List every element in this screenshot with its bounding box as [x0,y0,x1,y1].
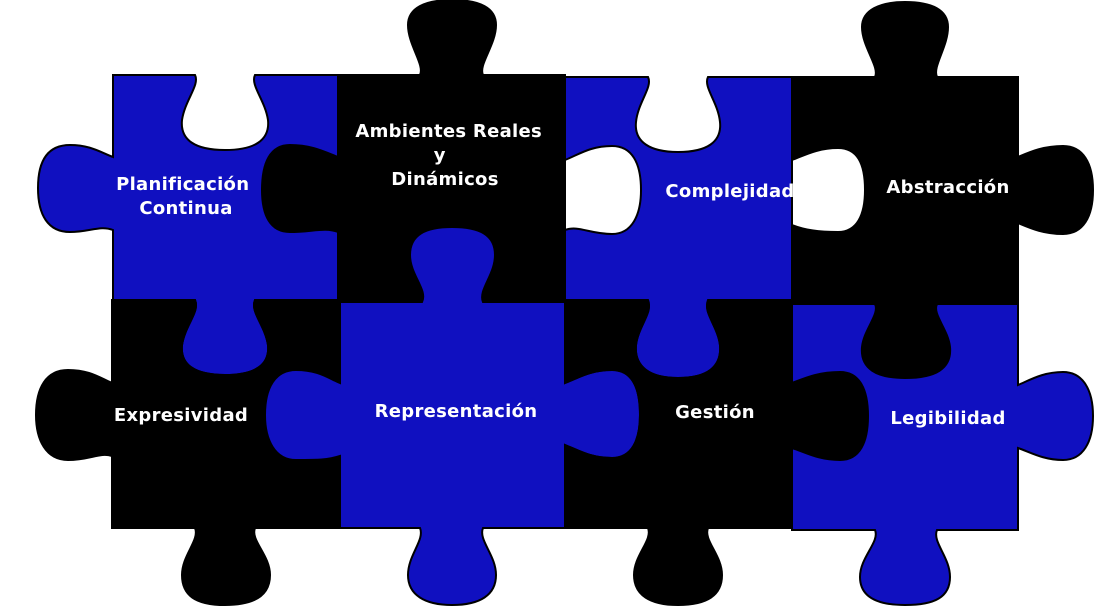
piece-label-planificacion-1: Planificación [116,174,249,195]
piece-shape-abstraccion [791,0,1095,380]
svg-text:Representación: Representación [375,401,538,422]
piece-label-legibilidad: Legibilidad [890,408,1005,429]
svg-text:Planificación Continua: Planificación Continua [116,174,256,219]
piece-shape-expresividad [34,299,341,606]
svg-text:Legibilidad: Legibilidad [890,408,1005,429]
svg-text:Expresividad: Expresividad [114,405,248,426]
svg-text:Gestión: Gestión [675,402,755,423]
puzzle-piece-ambientes: Ambientes Reales y Dinámicos [260,0,566,301]
piece-label-ambientes-1: Ambientes Reales [355,121,542,142]
piece-label-ambientes-2: y [434,145,446,166]
piece-label-representacion: Representación [375,401,538,422]
svg-text:Ambientes Reales y: Ambientes Reales y Dinámicos [355,121,548,190]
piece-label-complejidad: Complejidad [665,181,794,202]
svg-text:Complejidad: Complejidad [665,181,794,202]
puzzle-piece-representacion: Representación [263,225,642,606]
piece-label-ambientes-3: Dinámicos [391,169,498,190]
piece-label-gestion: Gestión [675,402,755,423]
piece-label-expresividad: Expresividad [114,405,248,426]
puzzle-piece-abstraccion: Abstracción [791,0,1095,380]
svg-text:Abstracción: Abstracción [886,177,1009,198]
puzzle-piece-legibilidad: Legibilidad [791,303,1095,606]
piece-shape-representacion [263,225,642,606]
piece-label-planificacion-2: Continua [139,198,232,219]
piece-label-abstraccion: Abstracción [886,177,1009,198]
puzzle-piece-expresividad: Expresividad [34,299,341,606]
piece-shape-legibilidad [791,303,1095,606]
